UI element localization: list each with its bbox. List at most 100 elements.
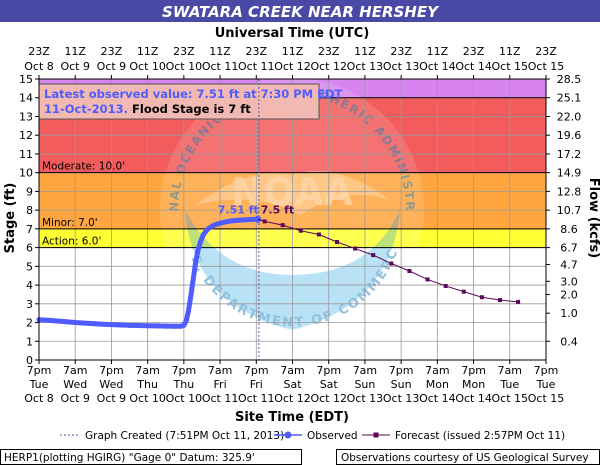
top-tick-date: Oct 11 [202, 60, 239, 73]
chart-title: SWATARA CREEK NEAR HERSHEY [162, 3, 440, 21]
top-tick-date: Oct 12 [274, 60, 311, 73]
observed-point [45, 317, 51, 323]
x-tick-day: Wed [99, 378, 123, 391]
info-box-date: 11-Oct-2013. [44, 102, 128, 116]
x-tick-time: 7am [63, 364, 87, 377]
top-tick-time: 11Z [427, 45, 449, 58]
observed-point [211, 222, 217, 228]
x-tick-date: Oct 12 [274, 392, 311, 405]
x-tick-date: Oct 11 [202, 392, 239, 405]
top-tick-date: Oct 12 [310, 60, 347, 73]
right-tick-label: 25.1 [557, 92, 582, 105]
top-tick-time: 11Z [354, 45, 376, 58]
right-tick-label: 10.7 [557, 204, 582, 217]
observed-point [205, 226, 211, 232]
right-tick-label: 2.0 [560, 288, 578, 301]
x-tick-date: Oct 13 [383, 392, 420, 405]
right-tick-label: 17.2 [557, 148, 582, 161]
x-tick-time: 7pm [389, 364, 414, 377]
top-tick-date: Oct 9 [60, 60, 90, 73]
x-tick-day: Sun [354, 378, 375, 391]
y-tick-label: 2 [26, 317, 33, 330]
y-tick-label: 13 [19, 110, 33, 123]
forecast-point [353, 246, 358, 251]
x-tick-date: Oct 9 [97, 392, 127, 405]
observed-point [190, 278, 196, 284]
x-tick-time: 7pm [534, 364, 559, 377]
observed-point [108, 322, 114, 328]
x-tick-day: Sat [320, 378, 339, 391]
top-tick-time: 11Z [137, 45, 159, 58]
latest-observation-box: Latest observed value: 7.51 ft at 7:30 P… [38, 83, 343, 120]
info-box-background [38, 83, 320, 120]
y-tick-label: 11 [19, 148, 33, 161]
observed-point [181, 322, 187, 328]
forecast-point [371, 253, 376, 258]
y-tick-label: 3 [26, 298, 33, 311]
forecast-point [461, 289, 466, 294]
x-tick-day: Fri [214, 378, 227, 391]
x-tick-time: 7am [208, 364, 232, 377]
observed-point [99, 321, 105, 327]
band-label-moderate: Moderate: 10.0' [42, 161, 125, 173]
observed-end-label: 7.51 ft [218, 203, 259, 216]
right-tick-label: 14.9 [557, 167, 582, 180]
top-tick-time: 23Z [28, 45, 50, 58]
x-tick-day: Thu [136, 378, 158, 391]
forecast-point [316, 232, 321, 237]
x-tick-date: Oct 14 [419, 392, 456, 405]
forecast-point [335, 239, 340, 244]
forecast-start-label: 7.5 ft [261, 203, 294, 216]
top-tick-time: 11Z [64, 45, 86, 58]
observed-point [63, 319, 69, 325]
y-tick-label: 12 [19, 129, 33, 142]
x-tick-day: Sat [283, 378, 302, 391]
observed-point [185, 308, 191, 314]
y-tick-label: 5 [26, 260, 33, 273]
y-tick-label: 1 [26, 335, 33, 348]
x-tick-time: 7pm [461, 364, 486, 377]
x-tick-day: Tue [499, 378, 519, 391]
top-tick-date: Oct 8 [24, 60, 54, 73]
x-tick-date: Oct 8 [24, 392, 54, 405]
axes: 01234567891011121314150.41.02.03.04.76.7… [19, 45, 581, 405]
info-box-line-1: Latest observed value: 7.51 ft at 7:30 P… [44, 87, 343, 101]
legend: Graph Created (7:51PM Oct 11, 2013) Obse… [60, 430, 565, 442]
y-tick-label: 4 [26, 279, 33, 292]
right-tick-label: 1.0 [560, 307, 578, 320]
flood-category-labels: Moderate: 10.0' Minor: 7.0' Action: 6.0' [42, 161, 125, 248]
x-tick-time: 7am [280, 364, 304, 377]
x-tick-day: Thu [173, 378, 195, 391]
band-label-action: Action: 6.0' [42, 236, 101, 248]
right-tick-label: 19.6 [557, 129, 582, 142]
y-tick-label: 10 [19, 167, 33, 180]
observed-point [127, 322, 133, 328]
y-tick-label: 15 [19, 73, 33, 86]
forecast-point [516, 299, 521, 304]
observed-point [217, 220, 223, 226]
y-tick-label: 6 [26, 242, 33, 255]
observed-point [163, 323, 169, 329]
right-axis-title: Flow (kcfs) [586, 178, 600, 258]
x-tick-date: Oct 13 [347, 392, 384, 405]
y-tick-label: 0 [26, 354, 33, 367]
top-tick-time: 11Z [282, 45, 304, 58]
observed-point [172, 323, 178, 329]
top-tick-date: Oct 13 [347, 60, 384, 73]
legend-graph-created-label: Graph Created (7:51PM Oct 11, 2013) [85, 430, 284, 442]
x-tick-time: 7pm [99, 364, 124, 377]
observed-point [223, 219, 229, 225]
top-tick-date: Oct 10 [129, 60, 166, 73]
top-tick-time: 23Z [246, 45, 268, 58]
top-tick-time: 23Z [463, 45, 485, 58]
observed-point [235, 217, 241, 223]
legend-forecast-marker [373, 432, 379, 438]
observed-point [192, 261, 198, 267]
x-tick-time: 7pm [172, 364, 197, 377]
observed-point [241, 217, 247, 223]
y-tick-label: 8 [26, 204, 33, 217]
x-tick-date: Oct 15 [492, 392, 529, 405]
observed-point [136, 323, 142, 329]
forecast-point [497, 298, 502, 303]
